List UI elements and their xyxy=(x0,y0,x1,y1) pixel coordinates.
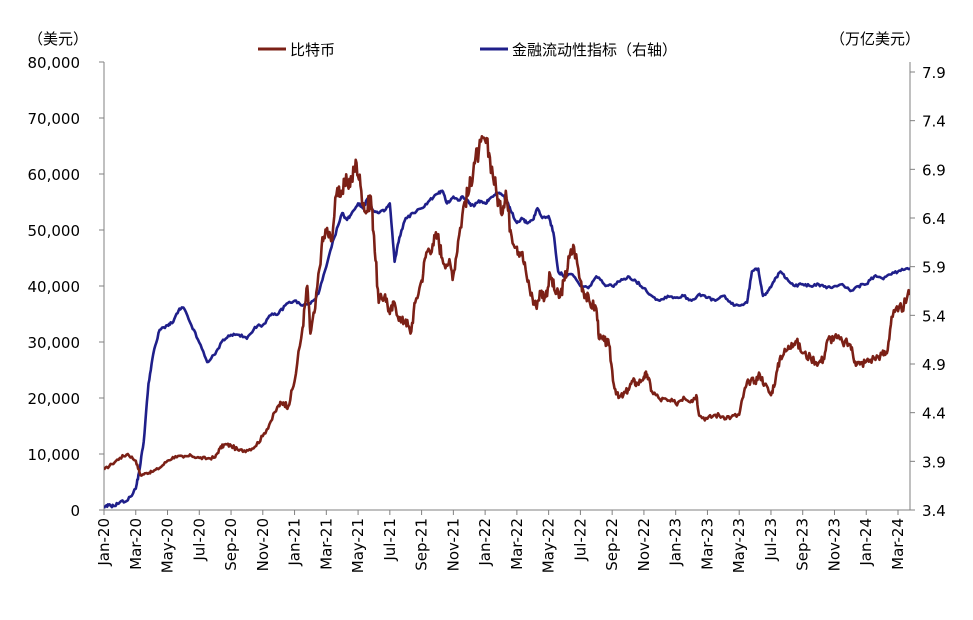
right-axis-unit: （万亿美元） xyxy=(830,30,920,48)
legend-label-bitcoin: 比特币 xyxy=(290,41,335,59)
x-tick-label: May-23 xyxy=(730,518,748,573)
x-tick-label: May-22 xyxy=(540,518,558,573)
left-tick-label: 40,000 xyxy=(28,278,81,296)
legend-label-liquidity: 金融流动性指标（右轴） xyxy=(512,41,677,59)
right-tick-label: 3.9 xyxy=(922,453,946,471)
left-tick-label: 60,000 xyxy=(28,166,81,184)
right-axis-ticks: 3.4 3.9 4.4 4.9 5.4 5.9 6.4 6.9 7.4 7.9 xyxy=(910,64,946,520)
left-tick-label: 50,000 xyxy=(28,222,81,240)
x-tick-label: Jul-21 xyxy=(381,518,399,562)
left-tick-label: 80,000 xyxy=(28,54,81,72)
right-tick-label: 6.9 xyxy=(922,161,946,179)
x-tick-label: Nov-23 xyxy=(825,518,843,571)
right-tick-label: 7.9 xyxy=(922,64,946,82)
x-tick-label: Sep-20 xyxy=(222,518,240,571)
x-tick-label: Jan-23 xyxy=(667,518,685,567)
x-tick-label: Jan-24 xyxy=(857,518,875,567)
right-tick-label: 7.4 xyxy=(922,113,946,131)
series-line-liquidity xyxy=(104,189,910,509)
x-tick-label: May-21 xyxy=(349,518,367,573)
x-tick-label: Nov-22 xyxy=(635,518,653,571)
x-tick-label: Jul-20 xyxy=(190,518,208,562)
right-tick-label: 6.4 xyxy=(922,210,946,228)
left-tick-label: 30,000 xyxy=(28,334,81,352)
right-tick-label: 4.4 xyxy=(922,405,946,423)
left-tick-label: 0 xyxy=(70,502,80,520)
left-tick-label: 20,000 xyxy=(28,390,81,408)
left-tick-label: 10,000 xyxy=(28,446,81,464)
x-tick-label: Jul-23 xyxy=(762,518,780,562)
right-tick-label: 3.4 xyxy=(922,502,946,520)
x-axis-ticks: Jan-20 Mar-20 May-20 Jul-20 Sep-20 Nov-20 Jan-… xyxy=(95,510,907,573)
right-tick-label: 5.4 xyxy=(922,307,946,325)
x-tick-label: Mar-23 xyxy=(698,518,716,570)
x-tick-label: Mar-20 xyxy=(127,518,145,570)
x-tick-label: Nov-20 xyxy=(254,518,272,571)
right-tick-label: 5.9 xyxy=(922,259,946,277)
x-tick-label: Mar-24 xyxy=(889,518,907,570)
x-tick-label: Sep-22 xyxy=(603,518,621,571)
left-axis-ticks: 0 10,000 20,000 30,000 40,000 50,000 60,000 70,… xyxy=(28,54,104,520)
x-tick-label: Jan-21 xyxy=(286,518,304,567)
right-tick-label: 4.9 xyxy=(922,356,946,374)
x-tick-label: Mar-21 xyxy=(317,518,335,570)
x-tick-label: Nov-21 xyxy=(444,518,462,571)
x-tick-label: Jan-22 xyxy=(476,518,494,567)
x-tick-label: Sep-23 xyxy=(794,518,812,571)
x-tick-label: Sep-21 xyxy=(413,518,431,571)
x-tick-label: May-20 xyxy=(159,518,177,573)
series-line-bitcoin xyxy=(104,135,910,477)
x-tick-label: Mar-22 xyxy=(508,518,526,570)
x-tick-label: Jan-20 xyxy=(95,518,113,567)
legend: 比特币 金融流动性指标（右轴） xyxy=(258,41,677,59)
x-tick-label: Jul-22 xyxy=(571,518,589,562)
left-axis-unit: （美元） xyxy=(28,30,88,48)
left-tick-label: 70,000 xyxy=(28,110,81,128)
